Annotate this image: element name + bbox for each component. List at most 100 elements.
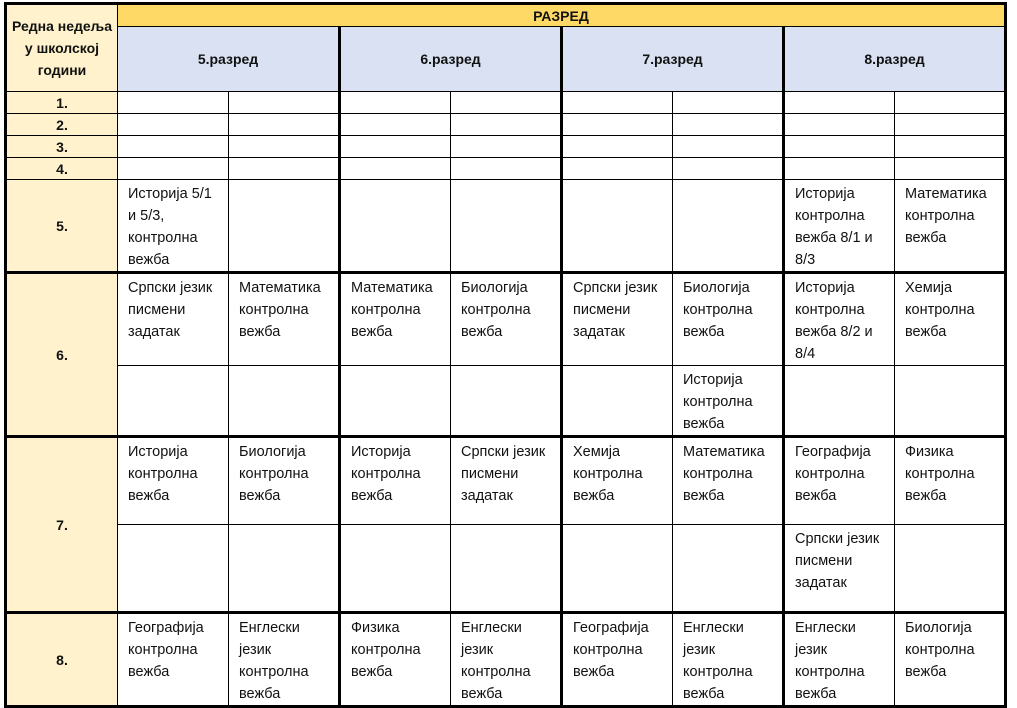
schedule-cell: Историја 5/1 и 5/3, контролна вежба bbox=[117, 179, 229, 274]
schedule-cell bbox=[560, 157, 673, 180]
schedule-cell: Српски језик писмени задатак bbox=[450, 436, 562, 525]
week-row: Српски језик писмени задатак bbox=[6, 524, 1006, 614]
schedule-cell bbox=[672, 524, 784, 614]
week-row: 3. bbox=[5, 135, 1006, 158]
schedule-cell bbox=[560, 524, 673, 614]
schedule-cell: Српски језик писмени задатак bbox=[560, 272, 673, 366]
schedule-cell: Историја контролна вежба 8/1 и 8/3 bbox=[782, 179, 895, 274]
schedule-cell bbox=[672, 113, 784, 136]
schedule-cell bbox=[560, 365, 673, 438]
schedule-cell bbox=[228, 91, 340, 114]
schedule-cell: Биологија контролна вежба bbox=[672, 272, 784, 366]
schedule-cell: Географија контролна вежба bbox=[782, 436, 895, 525]
schedule-cell bbox=[338, 157, 451, 180]
week-label: 1. bbox=[5, 91, 118, 114]
week-label: 4. bbox=[5, 157, 118, 180]
schedule-cell bbox=[450, 91, 562, 114]
schedule-cell bbox=[782, 135, 895, 158]
schedule-cell bbox=[450, 524, 562, 614]
test-schedule-table: Редна недеља у школској години РАЗРЕД 5.… bbox=[4, 2, 1007, 708]
schedule-cell bbox=[450, 135, 562, 158]
schedule-cell bbox=[117, 91, 229, 114]
week-row: 4. bbox=[5, 157, 1006, 180]
schedule-cell bbox=[894, 157, 1006, 180]
schedule-cell bbox=[117, 365, 229, 438]
week-label: 7. bbox=[5, 436, 118, 614]
week-row: 8. Географија контролна вежба Енглески јез… bbox=[5, 612, 1006, 708]
schedule-cell bbox=[338, 179, 451, 274]
week-row: 6. Српски језик писмени задатак Математика… bbox=[5, 272, 1006, 438]
schedule-cell bbox=[560, 113, 673, 136]
schedule-cell bbox=[894, 91, 1006, 114]
schedule-cell bbox=[338, 524, 451, 614]
week-label: 8. bbox=[5, 612, 118, 708]
week-label: 2. bbox=[5, 113, 118, 136]
schedule-cell bbox=[560, 179, 673, 274]
schedule-cell bbox=[338, 91, 451, 114]
week-column-header: Редна недеља у школској години bbox=[5, 3, 118, 92]
schedule-cell: Српски језик писмени задатак bbox=[782, 524, 895, 614]
schedule-cell bbox=[228, 365, 340, 438]
schedule-cell: Историја контролна вежба bbox=[117, 436, 229, 525]
schedule-cell bbox=[782, 91, 895, 114]
week-label: 5. bbox=[5, 179, 118, 274]
grade-header-7: 7.разред bbox=[560, 26, 784, 92]
schedule-cell bbox=[894, 135, 1006, 158]
week-row: Историја контролна вежба bbox=[6, 365, 1006, 438]
schedule-cell bbox=[782, 157, 895, 180]
schedule-cell: Енглески језик контролна вежба bbox=[672, 612, 784, 708]
schedule-cell: Математика контролна вежба bbox=[894, 179, 1006, 274]
schedule-cell bbox=[672, 91, 784, 114]
schedule-cell bbox=[228, 113, 340, 136]
schedule-cell: Математика контролна вежба bbox=[338, 272, 451, 366]
schedule-cell: Биологија контролна вежба bbox=[228, 436, 340, 525]
schedule-cell bbox=[560, 91, 673, 114]
schedule-cell bbox=[450, 113, 562, 136]
grade-header-5: 5.разред bbox=[117, 26, 340, 92]
schedule-cell bbox=[894, 524, 1006, 614]
schedule-cell bbox=[450, 157, 562, 180]
grade-group-header: РАЗРЕД bbox=[117, 3, 1006, 27]
schedule-cell: Биологија контролна вежба bbox=[450, 272, 562, 366]
schedule-cell bbox=[228, 157, 340, 180]
schedule-cell bbox=[338, 365, 451, 438]
schedule-cell: Енглески језик контролна вежба bbox=[782, 612, 895, 708]
schedule-cell bbox=[450, 365, 562, 438]
schedule-cell: Историја контролна вежба 8/2 и 8/4 bbox=[782, 272, 895, 366]
schedule-cell bbox=[228, 179, 340, 274]
schedule-cell: Биологија контролна вежба bbox=[894, 612, 1006, 708]
schedule-cell: Географија контролна вежба bbox=[117, 612, 229, 708]
schedule-cell bbox=[338, 113, 451, 136]
schedule-cell: Физика контролна вежба bbox=[338, 612, 451, 708]
schedule-cell bbox=[782, 113, 895, 136]
schedule-cell bbox=[228, 135, 340, 158]
schedule-cell bbox=[117, 524, 229, 614]
schedule-cell bbox=[672, 179, 784, 274]
schedule-cell bbox=[450, 179, 562, 274]
grade-header-6: 6.разред bbox=[338, 26, 562, 92]
schedule-cell: Хемија контролна вежба bbox=[894, 272, 1006, 366]
schedule-cell bbox=[117, 135, 229, 158]
schedule-cell: Енглески језик контролна вежба bbox=[450, 612, 562, 708]
schedule-cell bbox=[672, 157, 784, 180]
schedule-cell bbox=[782, 365, 895, 438]
schedule-cell: Српски језик писмени задатак bbox=[117, 272, 229, 366]
week-label: 3. bbox=[5, 135, 118, 158]
schedule-cell: Математика контролна вежба bbox=[228, 272, 340, 366]
schedule-cell: Историја контролна вежба bbox=[672, 365, 784, 438]
grade-header-8: 8.разред bbox=[782, 26, 1006, 92]
schedule-cell bbox=[117, 113, 229, 136]
schedule-cell: Математика контролна вежба bbox=[672, 436, 784, 525]
schedule-cell: Хемија контролна вежба bbox=[560, 436, 673, 525]
schedule-cell: Географија контролна вежба bbox=[560, 612, 673, 708]
week-label: 6. bbox=[5, 272, 118, 438]
schedule-cell bbox=[894, 113, 1006, 136]
schedule-cell: Историја контролна вежба bbox=[338, 436, 451, 525]
schedule-cell bbox=[228, 524, 340, 614]
schedule-cell bbox=[672, 135, 784, 158]
schedule-cell: Енглески језик контролна вежба bbox=[228, 612, 340, 708]
week-row: 2. bbox=[5, 113, 1006, 136]
week-row: 5. Историја 5/1 и 5/3, контролна вежба Ист… bbox=[5, 179, 1006, 274]
schedule-cell bbox=[560, 135, 673, 158]
schedule-cell bbox=[894, 365, 1006, 438]
